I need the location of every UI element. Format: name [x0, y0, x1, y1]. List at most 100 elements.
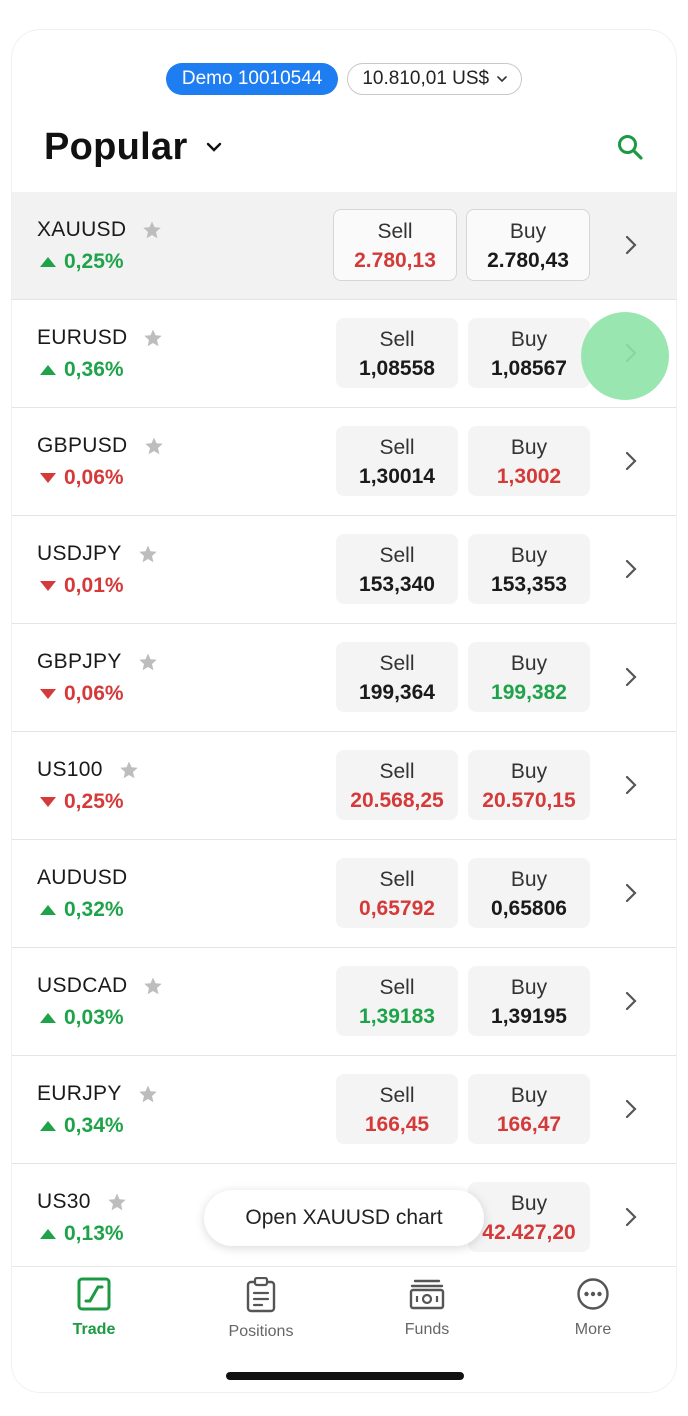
- home-indicator: [226, 1372, 464, 1380]
- buy-button[interactable]: Buy 199,382: [468, 642, 590, 712]
- arrow-down-icon: [40, 689, 56, 699]
- watchlist-selector[interactable]: Popular: [44, 126, 222, 169]
- chevron-right-icon[interactable]: [624, 1098, 638, 1120]
- instrument-symbol: GBPJPY: [37, 650, 122, 673]
- favorite-star-icon[interactable]: [119, 760, 139, 780]
- change-percent: 0,06%: [64, 682, 124, 705]
- instrument-row[interactable]: EURUSD 0,36% Sell 1,08558 Buy 1,08567: [12, 300, 676, 408]
- instrument-row[interactable]: USDJPY 0,01% Sell 153,340 Buy 153,353: [12, 516, 676, 624]
- favorite-star-icon[interactable]: [142, 220, 162, 240]
- sell-button[interactable]: Sell 1,08558: [336, 318, 458, 388]
- price-change: 0,13%: [40, 1222, 124, 1246]
- sell-button[interactable]: Sell 1,30014: [336, 426, 458, 496]
- change-percent: 0,25%: [64, 250, 124, 273]
- sell-button[interactable]: Sell 166,45: [336, 1074, 458, 1144]
- sell-label: Sell: [379, 1084, 415, 1107]
- sell-button[interactable]: Sell 199,364: [336, 642, 458, 712]
- favorite-star-icon[interactable]: [144, 436, 164, 456]
- chevron-right-icon[interactable]: [624, 450, 638, 472]
- buy-price: 199,382: [491, 681, 567, 704]
- sell-button[interactable]: Sell 2.780,13: [333, 209, 457, 281]
- arrow-up-icon: [40, 905, 56, 915]
- buy-button[interactable]: Buy 0,65806: [468, 858, 590, 928]
- price-change: 0,03%: [40, 1006, 124, 1030]
- instrument-row[interactable]: GBPJPY 0,06% Sell 199,364 Buy 199,382: [12, 624, 676, 732]
- sell-label: Sell: [379, 868, 415, 891]
- instrument-symbol: AUDUSD: [37, 866, 128, 889]
- buy-label: Buy: [510, 436, 548, 459]
- instrument-row[interactable]: XAUUSD 0,25% Sell 2.780,13 Buy 2.780,43: [12, 192, 676, 300]
- chevron-right-icon[interactable]: [624, 234, 638, 256]
- tab-funds[interactable]: Funds: [367, 1277, 487, 1339]
- buy-button[interactable]: Buy 1,3002: [468, 426, 590, 496]
- sell-label: Sell: [379, 760, 415, 783]
- instrument-row[interactable]: GBPUSD 0,06% Sell 1,30014 Buy 1,3002: [12, 408, 676, 516]
- instrument-row[interactable]: AUDUSD 0,32% Sell 0,65792 Buy 0,65806: [12, 840, 676, 948]
- price-change: 0,25%: [40, 790, 124, 814]
- instrument-symbol: USDCAD: [37, 974, 128, 997]
- sell-button[interactable]: Sell 20.568,25: [336, 750, 458, 820]
- favorite-star-icon[interactable]: [138, 544, 158, 564]
- instrument-symbol: USDJPY: [37, 542, 122, 565]
- price-change: 0,06%: [40, 682, 124, 706]
- chevron-right-icon[interactable]: [624, 1206, 638, 1228]
- sell-button[interactable]: Sell 0,65792: [336, 858, 458, 928]
- change-percent: 0,36%: [64, 358, 124, 381]
- chevron-right-icon[interactable]: [624, 774, 638, 796]
- sell-label: Sell: [377, 220, 413, 243]
- price-change: 0,01%: [40, 574, 124, 598]
- arrow-down-icon: [40, 473, 56, 483]
- sell-label: Sell: [379, 436, 415, 459]
- chevron-right-icon[interactable]: [624, 558, 638, 580]
- favorite-star-icon[interactable]: [138, 1084, 158, 1104]
- sell-price: 153,340: [359, 573, 435, 596]
- tab-more[interactable]: More: [533, 1277, 653, 1339]
- balance-selector[interactable]: 10.810,01 US$: [347, 63, 523, 95]
- favorite-star-icon[interactable]: [143, 976, 163, 996]
- buy-button[interactable]: Buy 42.427,20: [468, 1182, 590, 1252]
- buy-button[interactable]: Buy 2.780,43: [466, 209, 590, 281]
- sell-button[interactable]: Sell 1,39183: [336, 966, 458, 1036]
- buy-button[interactable]: Buy 153,353: [468, 534, 590, 604]
- tab-trade[interactable]: Trade: [34, 1277, 154, 1339]
- buy-button[interactable]: Buy 1,39195: [468, 966, 590, 1036]
- trade-icon: [77, 1277, 111, 1311]
- change-percent: 0,32%: [64, 898, 124, 921]
- favorite-star-icon[interactable]: [143, 328, 163, 348]
- instrument-row[interactable]: US100 0,25% Sell 20.568,25 Buy 20.570,15: [12, 732, 676, 840]
- price-change: 0,06%: [40, 466, 124, 490]
- tab-label: Positions: [228, 1323, 294, 1340]
- change-percent: 0,25%: [64, 790, 124, 813]
- app-screen: Demo 10010544 10.810,01 US$ Popular XAUU…: [12, 30, 676, 1392]
- instrument-symbol: EURJPY: [37, 1082, 122, 1105]
- toast-message: Open XAUUSD chart: [204, 1190, 484, 1246]
- buy-label: Buy: [510, 760, 548, 783]
- chevron-right-icon[interactable]: [624, 882, 638, 904]
- balance-value: 10.810,01 US$: [362, 68, 490, 89]
- favorite-star-icon[interactable]: [138, 652, 158, 672]
- search-icon[interactable]: [616, 133, 644, 161]
- sell-price: 2.780,13: [354, 249, 436, 272]
- chevron-right-icon[interactable]: [624, 666, 638, 688]
- buy-button[interactable]: Buy 166,47: [468, 1074, 590, 1144]
- instrument-symbol: US100: [37, 758, 103, 781]
- instrument-row[interactable]: USDCAD 0,03% Sell 1,39183 Buy 1,39195: [12, 948, 676, 1056]
- demo-account-badge[interactable]: Demo 10010544: [165, 63, 339, 95]
- favorite-star-icon[interactable]: [107, 1192, 127, 1212]
- arrow-down-icon: [40, 797, 56, 807]
- arrow-down-icon: [40, 581, 56, 591]
- instrument-row[interactable]: EURJPY 0,34% Sell 166,45 Buy 166,47: [12, 1056, 676, 1164]
- bottom-tab-bar: Trade Positions Funds More: [12, 1266, 676, 1392]
- buy-price: 153,353: [491, 573, 567, 596]
- buy-button[interactable]: Buy 20.570,15: [468, 750, 590, 820]
- arrow-up-icon: [40, 1121, 56, 1131]
- chevron-right-icon[interactable]: [624, 990, 638, 1012]
- sell-button[interactable]: Sell 153,340: [336, 534, 458, 604]
- tab-label: Funds: [404, 1321, 450, 1338]
- chevron-down-icon: [497, 76, 507, 83]
- tab-positions[interactable]: Positions: [201, 1277, 321, 1341]
- buy-button[interactable]: Buy 1,08567: [468, 318, 590, 388]
- account-bar: Demo 10010544 10.810,01 US$: [12, 63, 676, 95]
- banknote-icon: [409, 1279, 445, 1310]
- more-dots-icon: [577, 1278, 609, 1310]
